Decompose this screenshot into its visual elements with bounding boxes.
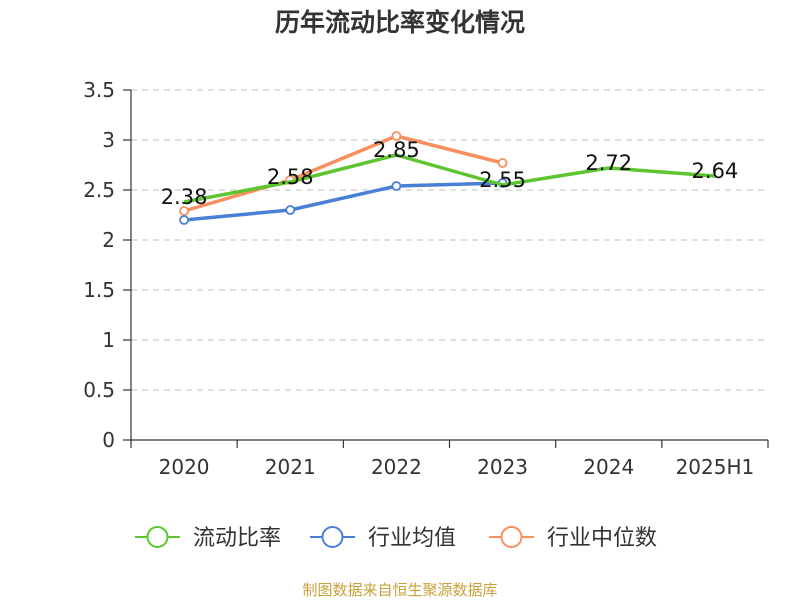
legend-label: 行业均值 (368, 526, 456, 551)
series-line (183, 134, 504, 213)
legend-marker (321, 526, 344, 548)
legend-marker (500, 526, 523, 548)
data-point (285, 205, 296, 215)
y-tick-label: 1.5 (83, 278, 115, 302)
chart-title: 历年流动比率变化情况 (275, 8, 525, 37)
x-tick-label: 2021 (265, 455, 316, 479)
data-point (497, 158, 508, 168)
grid-lines (131, 89, 768, 391)
y-tick-label: 2.5 (83, 178, 115, 202)
x-tick-label: 2020 (159, 455, 210, 479)
data-point (391, 131, 402, 141)
series-line (183, 181, 503, 222)
source-note: 制图数据来自恒生聚源数据库 (302, 581, 497, 599)
legend: 流动比率 行业均值 行业中位数 (135, 526, 657, 551)
data-label: 2.38 (161, 185, 208, 209)
x-tick-label: 2023 (477, 455, 528, 479)
legend-item-1: 行业均值 (310, 526, 456, 551)
y-tick-label: 3 (102, 128, 115, 152)
data-label: 2.64 (692, 159, 739, 183)
data-point (179, 215, 189, 225)
x-tick-label: 2024 (583, 455, 634, 479)
y-tick-label: 3.5 (83, 78, 115, 102)
y-tick-label: 1 (102, 328, 115, 352)
data-label: 2.85 (373, 138, 420, 162)
legend-item-2: 行业中位数 (489, 526, 657, 551)
data-label: 2.72 (585, 151, 632, 175)
y-tick-label: 2 (102, 228, 115, 252)
data-label: 2.55 (479, 168, 526, 192)
data-point (179, 206, 189, 216)
y-tick-label: 0 (102, 428, 115, 452)
series-line (183, 153, 716, 204)
data-point (391, 181, 402, 191)
x-tick-label: 2025H1 (676, 455, 755, 479)
data-labels: 2.38 2.58 2.85 2.55 2.72 2.64 (161, 138, 739, 209)
legend-label: 行业中位数 (547, 526, 657, 551)
series-1 (179, 178, 508, 225)
x-tick-label: 2022 (371, 455, 422, 479)
legend-label: 流动比率 (193, 526, 281, 551)
legend-item-0: 流动比率 (135, 526, 281, 551)
y-tick-label: 0.5 (83, 378, 115, 402)
axes: 0 0.5 1 1.5 2 2.5 3 3.5 2020 2021 2022 2023 2024 2025… (83, 78, 769, 479)
data-label: 2.58 (267, 165, 314, 189)
legend-marker (146, 526, 169, 548)
series-0 (183, 153, 716, 204)
series-layer (179, 131, 716, 225)
